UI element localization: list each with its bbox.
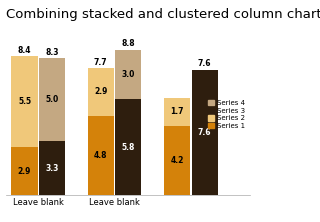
Text: 5.8: 5.8 xyxy=(122,143,135,152)
Text: 1.7: 1.7 xyxy=(170,107,184,116)
Bar xyxy=(39,58,65,141)
Bar xyxy=(115,99,141,195)
Bar xyxy=(39,141,65,195)
Text: 7.6: 7.6 xyxy=(198,128,211,137)
Bar xyxy=(88,68,114,116)
Text: 8.8: 8.8 xyxy=(122,40,135,48)
Bar xyxy=(192,70,218,195)
Text: Combining stacked and clustered column charts: Combining stacked and clustered column c… xyxy=(6,8,320,21)
Text: 2.9: 2.9 xyxy=(18,167,31,176)
Text: 3.3: 3.3 xyxy=(45,164,59,172)
Text: 7.7: 7.7 xyxy=(94,58,108,67)
Text: 5.0: 5.0 xyxy=(45,95,59,104)
Bar xyxy=(12,147,38,195)
Text: 5.5: 5.5 xyxy=(18,97,31,106)
Bar xyxy=(12,56,38,147)
Bar xyxy=(164,126,190,195)
Bar xyxy=(164,98,190,126)
Text: 8.4: 8.4 xyxy=(18,46,31,55)
Text: 3.0: 3.0 xyxy=(122,70,135,79)
Text: 4.8: 4.8 xyxy=(94,151,108,160)
Text: 4.2: 4.2 xyxy=(170,156,184,165)
Bar xyxy=(115,50,141,99)
Legend: Series 4, Series 3, Series 2, Series 1: Series 4, Series 3, Series 2, Series 1 xyxy=(207,98,246,131)
Text: 7.6: 7.6 xyxy=(198,59,211,68)
Text: 2.9: 2.9 xyxy=(94,87,108,97)
Bar xyxy=(88,116,114,195)
Text: 8.3: 8.3 xyxy=(45,48,59,57)
